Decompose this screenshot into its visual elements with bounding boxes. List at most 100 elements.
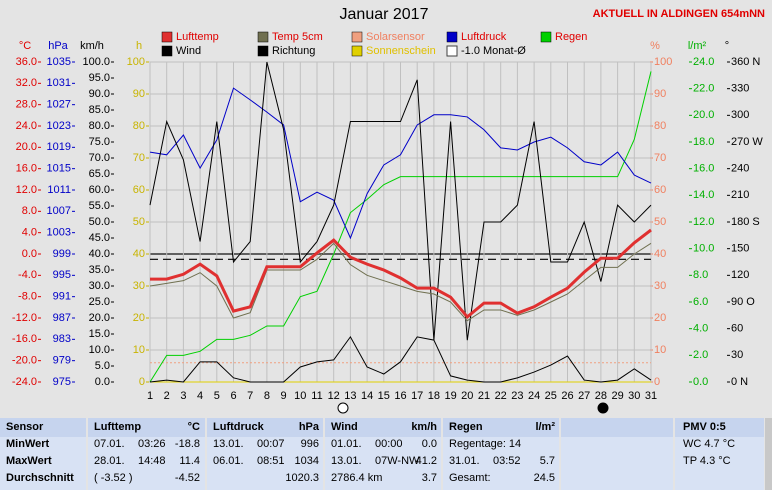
y-tick-label: 18.0 (693, 136, 714, 148)
y-tick-label: 300 (731, 109, 749, 121)
header-cell: Regen (449, 421, 483, 433)
y-tick-label: 270 W (731, 136, 763, 148)
y-tick-label: 1007 (47, 205, 71, 217)
y-tick-label: 22.0 (693, 83, 714, 95)
legend-swatch (446, 45, 458, 57)
x-tick-label: 15 (378, 390, 390, 402)
x-tick-label: 3 (180, 390, 186, 402)
x-tick-label: 21 (478, 390, 490, 402)
y-tick-label: 36.0 (16, 56, 37, 68)
table-cell: 03:26 (138, 438, 166, 450)
x-tick-label: 11 (311, 390, 322, 402)
y-tick-label: 90.0 (89, 88, 110, 100)
y-tick-label: -16.0 (12, 333, 37, 345)
x-tick-label: 24 (528, 390, 540, 402)
series-line (149, 87, 652, 240)
y-tick-label: 240 (731, 163, 749, 175)
x-tick-label: 13 (344, 390, 356, 402)
legend-swatch (540, 31, 552, 43)
y-tick-label: 0.0 (95, 376, 110, 388)
legend-label: Sonnenschein (366, 45, 436, 57)
y-tick-label: 360 N (731, 56, 760, 68)
y-tick-label: 14.0 (693, 189, 714, 201)
y-tick-label: 6.0 (693, 296, 708, 308)
header-cell: °C (187, 421, 200, 433)
y-tick-label: 24.0 (693, 56, 714, 68)
header-cell: Lufttemp (94, 421, 142, 433)
y-tick-label: 16.0 (16, 163, 37, 175)
x-tick-label: 2 (164, 390, 170, 402)
y-tick-label: 16.0 (693, 163, 714, 175)
y-tick-label: 330 (731, 83, 749, 95)
y-tick-label: 80.0 (89, 120, 110, 132)
y-tick-label: 70.0 (89, 152, 110, 164)
y-tick-label: 987 (53, 312, 71, 324)
y-tick-label: 25.0 (89, 296, 110, 308)
y-tick-label: 90 (654, 88, 666, 100)
y-tick-label: 1035 (47, 56, 71, 68)
table-cell: 0.0 (421, 438, 437, 450)
y-tick-label: 1003 (47, 227, 71, 239)
x-tick-label: 29 (611, 390, 623, 402)
legend-label: Lufttemp (176, 31, 219, 43)
empty-panel (561, 418, 673, 490)
y-tick-label: 28.0 (16, 99, 37, 111)
y-tick-label: 10.0 (693, 243, 714, 255)
panel-header (675, 418, 764, 437)
axis-title: ° (725, 40, 729, 52)
table-cell: 07.01. (94, 438, 125, 450)
y-tick-label: 70 (654, 152, 666, 164)
table-cell: 28.01. (94, 455, 125, 467)
x-tick-label: 14 (361, 390, 373, 402)
y-tick-label: 20.0 (89, 312, 110, 324)
x-tick-label: 6 (230, 390, 236, 402)
header-cell: Sensor (6, 421, 44, 433)
y-tick-label: 30 (654, 280, 666, 292)
table-cell: 1034 (294, 455, 319, 467)
table-cell: WC 4.7 °C (683, 438, 736, 450)
legend-label: Regen (555, 31, 587, 43)
table-cell: 13.01. (331, 455, 362, 467)
series-line (150, 228, 652, 320)
table-cell: 00:00 (375, 438, 403, 450)
panel-header (207, 418, 323, 437)
y-tick-label: 100 (127, 56, 145, 68)
series-line (149, 242, 652, 322)
x-tick-label: 25 (545, 390, 557, 402)
table-cell: Durchschnitt (6, 472, 74, 484)
panel-header (325, 418, 441, 437)
legend-label: -1.0 Monat-Ø (461, 45, 526, 57)
x-tick-label: 28 (595, 390, 607, 402)
legend-label: Wind (176, 45, 201, 57)
y-tick-label: -12.0 (12, 312, 37, 324)
y-tick-label: 65.0 (89, 168, 110, 180)
x-tick-label: 5 (214, 390, 220, 402)
table-cell: 03:52 (493, 455, 521, 467)
table-cell: -18.8 (174, 438, 200, 450)
header-cell: l/m² (535, 421, 555, 433)
y-tick-label: 2.0 (693, 349, 708, 361)
y-tick-label: 75.0 (89, 136, 110, 148)
y-tick-label: 12.0 (16, 184, 37, 196)
y-tick-label: 1023 (47, 120, 71, 132)
y-tick-label: 32.0 (16, 77, 37, 89)
y-tick-label: 15.0 (89, 328, 110, 340)
y-tick-label: 50.0 (89, 216, 110, 228)
table-panel: Sensor MinWert MaxWert Durchschnitt (0, 418, 86, 490)
y-tick-label: 10 (654, 344, 666, 356)
y-tick-label: 45.0 (89, 232, 110, 244)
table-cell: 14:48 (138, 455, 166, 467)
table-cell: Regentage: 14 (449, 438, 522, 450)
table-cell: 1020.3 (285, 472, 319, 484)
y-tick-label: 1015 (47, 163, 71, 175)
y-tick-label: 0.0 (693, 376, 708, 388)
series-line (149, 335, 652, 383)
table-cell: 00:07 (257, 438, 285, 450)
y-tick-label: 60 (133, 184, 145, 196)
y-tick-label: 24.0 (16, 120, 37, 132)
legend-label: Richtung (272, 45, 315, 57)
panel-header (0, 418, 86, 437)
y-tick-label: 20 (654, 312, 666, 324)
y-tick-label: 8.0 (693, 269, 708, 281)
